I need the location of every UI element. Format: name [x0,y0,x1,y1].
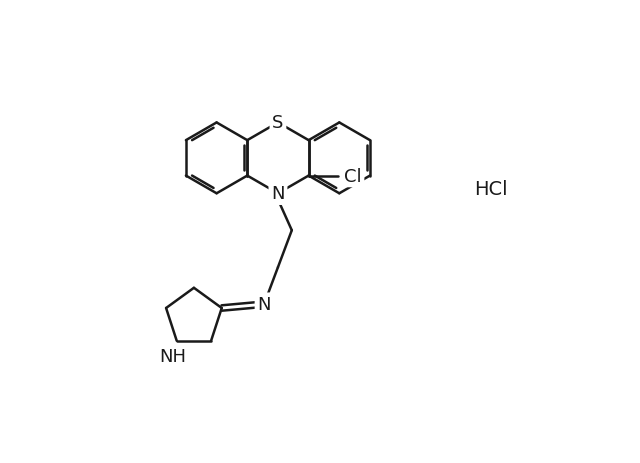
Text: HCl: HCl [474,180,508,199]
Text: N: N [257,295,271,313]
Text: N: N [271,185,285,203]
Text: NH: NH [159,347,186,365]
Text: S: S [272,114,284,132]
Text: Cl: Cl [344,167,362,185]
